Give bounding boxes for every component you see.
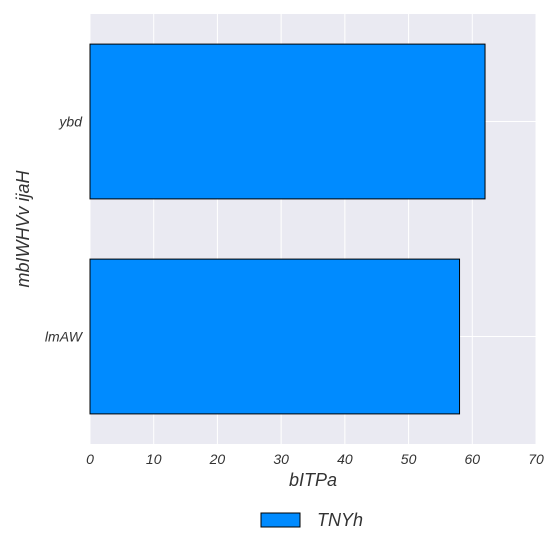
bar (89, 43, 486, 200)
x-tick-label: 0 (86, 451, 94, 467)
x-tick-label: 10 (146, 451, 162, 467)
legend-label: TNYh (317, 510, 363, 530)
y-axis-title: mbIWHVv ijaH (13, 169, 33, 287)
bars (89, 43, 486, 415)
y-tick-label: lmAW (45, 329, 84, 345)
x-tick-label: 60 (464, 451, 480, 467)
x-tick-label: 40 (337, 451, 353, 467)
bar (89, 258, 461, 415)
legend-swatch (260, 512, 301, 528)
legend: TNYh (260, 510, 363, 530)
x-tick-labels: 0 10 20 30 40 50 60 70 (86, 451, 544, 467)
x-tick-label: 70 (528, 451, 544, 467)
x-axis-title: bITPa (289, 470, 337, 490)
x-tick-label: 30 (273, 451, 289, 467)
y-tick-labels: ybd lmAW (45, 114, 84, 345)
x-tick-label: 50 (401, 451, 417, 467)
x-tick-label: 20 (209, 451, 226, 467)
y-tick-label: ybd (58, 114, 83, 130)
